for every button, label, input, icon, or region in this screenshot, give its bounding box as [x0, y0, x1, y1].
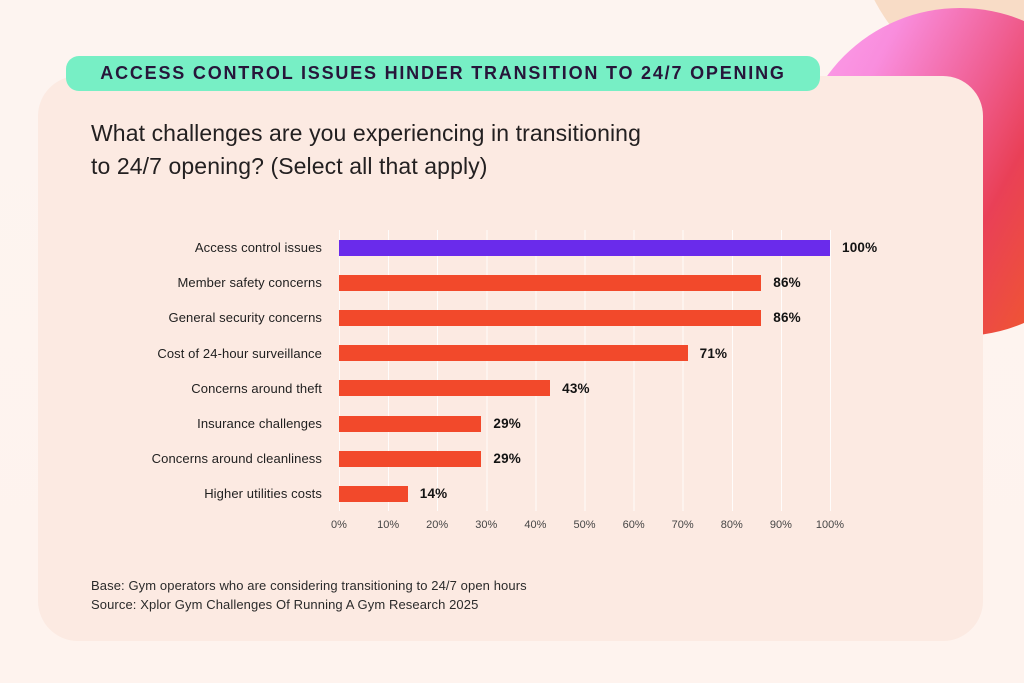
bar-category-label: Concerns around cleanliness — [151, 451, 322, 467]
chart-footnotes: Base: Gym operators who are considering … — [91, 577, 527, 614]
x-axis-tick: 10% — [377, 519, 400, 531]
x-axis-tick: 100% — [815, 519, 845, 531]
bar-row: Cost of 24-hour surveillance 71% — [91, 336, 951, 371]
bar-category-label: Insurance challenges — [197, 416, 322, 432]
bar-row: General security concerns 86% — [91, 300, 951, 335]
bar-category-label: General security concerns — [168, 310, 322, 326]
x-axis-tick: 50% — [573, 519, 596, 531]
chart-question-title: What challenges are you experiencing in … — [91, 120, 641, 179]
bar-row: Concerns around cleanliness 29% — [91, 441, 951, 476]
bar-row: Concerns around theft 43% — [91, 371, 951, 406]
bar-category-label: Member safety concerns — [177, 275, 322, 291]
bar-row: Insurance challenges 29% — [91, 406, 951, 441]
bar-category-label: Access control issues — [194, 240, 322, 256]
x-axis-tick: 40% — [524, 519, 547, 531]
bar-row: Higher utilities costs 14% — [91, 476, 951, 511]
headline-badge-label: ACCESS CONTROL ISSUES HINDER TRANSITION … — [100, 63, 786, 83]
x-axis-tick: 30% — [475, 519, 498, 531]
headline-badge: ACCESS CONTROL ISSUES HINDER TRANSITION … — [66, 56, 820, 91]
bar-value-label: 71% — [699, 345, 728, 361]
bar — [339, 485, 408, 502]
bar — [339, 239, 830, 256]
bar-value-label: 86% — [773, 310, 801, 326]
x-axis-tick: 70% — [671, 519, 694, 531]
bar-category-label: Higher utilities costs — [204, 486, 322, 502]
x-axis-tick: 60% — [622, 519, 645, 531]
footnote-base: Base: Gym operators who are considering … — [91, 578, 527, 593]
x-axis-tick: 90% — [769, 519, 792, 531]
bar — [339, 309, 762, 326]
bar-value-label: 29% — [493, 451, 521, 467]
bar — [339, 274, 762, 291]
chart-rows: Access control issues 100% Member safety… — [91, 230, 951, 512]
bar — [339, 345, 688, 362]
bar-category-label: Concerns around theft — [191, 380, 322, 396]
bar-value-label: 86% — [773, 275, 801, 291]
bar — [339, 415, 482, 432]
x-axis-tick: 80% — [720, 519, 743, 531]
bar-value-label: 100% — [842, 240, 878, 256]
bar-chart: Access control issues 100% Member safety… — [91, 230, 951, 542]
x-axis-tick: 0% — [331, 519, 347, 531]
bar-category-label: Cost of 24-hour surveillance — [157, 345, 322, 361]
x-axis-tick: 20% — [426, 519, 449, 531]
bar-value-label: 43% — [562, 380, 590, 396]
footnote-source: Source: Xplor Gym Challenges Of Running … — [91, 596, 479, 612]
bar-value-label: 29% — [493, 416, 521, 432]
bar-row: Access control issues 100% — [91, 230, 951, 265]
bar-row: Member safety concerns 86% — [91, 265, 951, 300]
bar — [339, 380, 551, 397]
x-axis: 0% 10% 20% 30% 40% 50% 60% 70% 80% 90% 100% — [331, 511, 844, 537]
bar-value-label: 14% — [419, 486, 448, 502]
bar — [339, 450, 482, 467]
